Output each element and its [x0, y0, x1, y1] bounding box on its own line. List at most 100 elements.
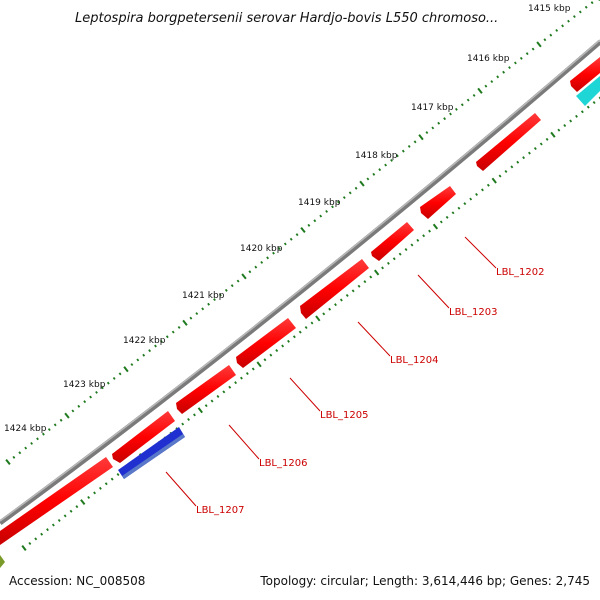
inner-tick-mark [374, 269, 380, 276]
inner-tick-mark [69, 509, 73, 513]
inner-tick-mark [251, 367, 255, 371]
outer-tick-mark [283, 242, 287, 246]
outer-tick-mark [53, 423, 57, 427]
outer-tick-mark [30, 441, 34, 445]
outer-tick-mark [12, 455, 16, 459]
label-connectors [165, 236, 497, 507]
tick-label-1423: 1423 kbp [63, 380, 106, 390]
outer-tick-mark [130, 363, 134, 367]
inner-tick-mark [216, 394, 220, 398]
inner-tick-mark [80, 499, 86, 506]
inner-tick-mark [428, 229, 432, 233]
inner-tick-mark [310, 321, 314, 325]
outer-tick-mark [182, 319, 188, 326]
tick-labels: 1415 kbp 1416 kbp 1417 kbp 1418 kbp 1419… [4, 4, 571, 434]
outer-tick-mark [230, 284, 234, 288]
outer-tick-mark [89, 395, 93, 399]
inner-tick-mark [592, 101, 596, 105]
teal-feature [576, 76, 600, 106]
outer-tick-mark [118, 372, 122, 376]
olive-feature [0, 555, 5, 568]
outer-tick-mark [148, 349, 152, 353]
inner-tick-mark [550, 131, 556, 138]
outer-tick-mark [123, 366, 129, 373]
outer-tick-mark [224, 288, 228, 292]
connector-lbl-1207 [165, 471, 197, 507]
inner-tick-mark [228, 385, 232, 389]
outer-tick-mark [395, 154, 399, 158]
outer-tick-mark [549, 33, 553, 37]
inner-tick-mark [345, 293, 349, 297]
outer-tick-mark [213, 298, 216, 302]
inner-tick-mark [339, 298, 343, 302]
outer-tick-mark [384, 163, 388, 167]
outer-tick-mark [331, 205, 334, 209]
gene-label-lbl-1205: LBL_1205 [320, 410, 368, 421]
inner-tick-mark [575, 114, 578, 118]
outer-tick-mark [307, 223, 311, 227]
inner-tick-mark [110, 477, 114, 481]
outer-tick-mark [561, 24, 565, 28]
inner-tick-mark [416, 238, 420, 242]
inner-tick-mark [263, 358, 267, 362]
tick-label-1416: 1416 kbp [467, 54, 510, 64]
inner-tick-mark [580, 110, 584, 114]
inner-tick-mark [57, 518, 61, 522]
gene-feature-lbl-1204 [371, 222, 414, 261]
connector-lbl-1205 [289, 377, 321, 412]
outer-tick-mark [260, 260, 264, 264]
outer-tick-mark [207, 302, 211, 306]
outer-tick-mark [5, 458, 11, 466]
inner-tick-mark [240, 376, 243, 380]
outer-tick-mark [177, 325, 181, 329]
outer-tick-mark [578, 10, 582, 14]
inner-tick-mark [46, 528, 49, 532]
inner-tick-mark [463, 202, 467, 206]
outer-tick-mark [372, 172, 376, 176]
inner-tick-mark [315, 315, 321, 322]
outer-tick-mark [100, 386, 104, 390]
outer-tick-mark [425, 131, 429, 135]
outer-tick-mark [407, 144, 411, 148]
inner-tick-mark [363, 280, 367, 284]
outer-tick-mark [59, 418, 63, 422]
outer-tick-mark [171, 330, 175, 334]
outer-tick-mark [590, 1, 594, 5]
outer-tick-mark [508, 66, 511, 70]
outer-tick-mark [555, 28, 559, 32]
gene-feature-blue [118, 427, 185, 479]
outer-tick-mark [401, 149, 405, 153]
inner-tick-mark [522, 156, 526, 160]
inner-tick-ring [21, 96, 600, 552]
inner-tick-mark [533, 147, 537, 151]
inner-tick-mark [256, 361, 262, 368]
inner-tick-mark [281, 344, 285, 348]
gene-feature-lbl-1203 [420, 186, 456, 219]
inner-tick-mark [197, 407, 203, 414]
inner-tick-mark [516, 160, 520, 164]
map-title: Leptospira borgpetersenii serovar Hardjo… [75, 11, 498, 26]
accession-text: Accession: NC_008508 [9, 574, 146, 588]
inner-tick-mark [204, 404, 208, 408]
outer-tick-mark [272, 251, 275, 255]
outer-tick-mark [248, 270, 252, 274]
inner-tick-mark [116, 473, 120, 477]
inner-tick-mark [234, 381, 238, 385]
inner-tick-mark [34, 537, 38, 541]
gene-feature-lbl-1202 [476, 113, 541, 171]
connector-lbl-1204 [357, 321, 391, 357]
inner-tick-mark [93, 491, 96, 495]
inner-tick-mark [557, 128, 561, 132]
gene-feature-lbl-1207-fwd [176, 365, 236, 414]
outer-tick-mark [289, 237, 293, 241]
outer-tick-mark [342, 196, 346, 200]
outer-tick-mark [47, 428, 51, 432]
tick-label-1424: 1424 kbp [4, 424, 47, 434]
outer-tick-mark [584, 5, 588, 9]
outer-tick-mark [477, 87, 483, 94]
inner-tick-mark [498, 174, 502, 178]
inner-tick-mark [357, 284, 361, 288]
inner-tick-mark [491, 177, 497, 184]
gene-label-lbl-1207: LBL_1207 [196, 505, 244, 516]
